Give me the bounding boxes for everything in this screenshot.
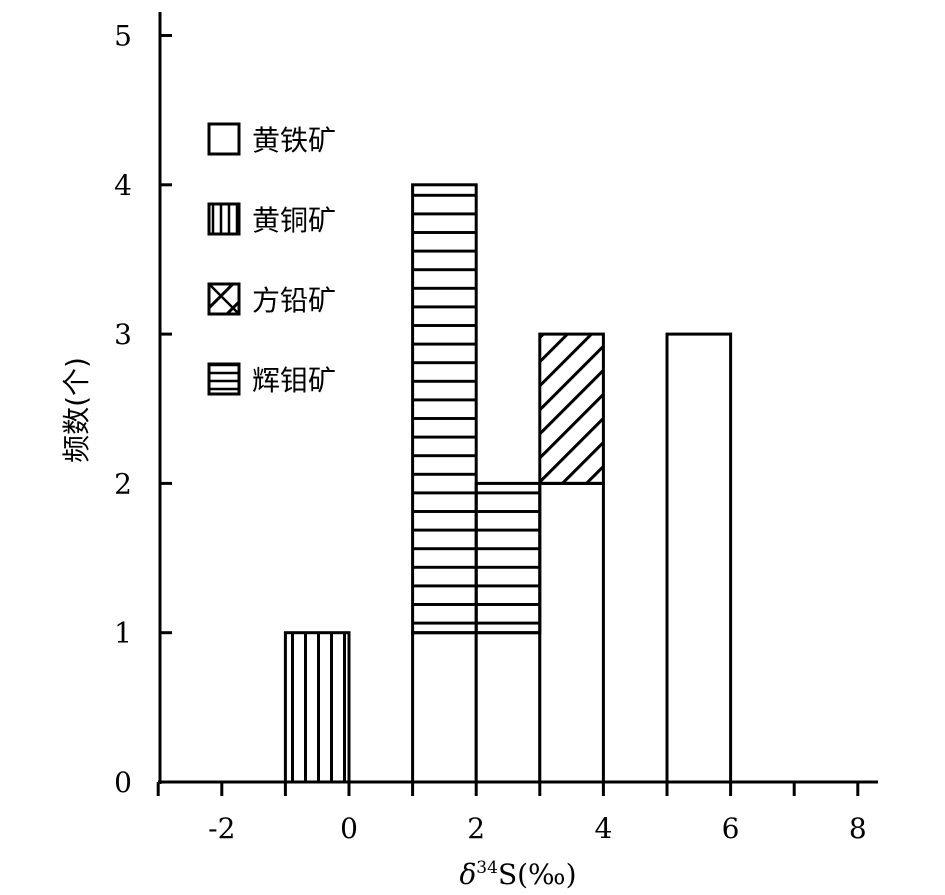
y-tick-label-5: 5 <box>114 20 132 53</box>
y-tick-label-4: 4 <box>114 169 132 202</box>
legend-label-galena: 方铅矿 <box>252 284 336 317</box>
bar-pyrite-2 <box>538 481 605 784</box>
x-axis-label-delta: δ <box>459 858 476 891</box>
bar-pyrite-3 <box>665 332 733 784</box>
x-tick-label-4: 4 <box>594 812 612 845</box>
legend-swatch-pyrite <box>207 122 241 156</box>
legend-swatch-hatch-galena <box>208 283 240 315</box>
legend-label-chalcopyrite: 黄铜矿 <box>252 204 336 237</box>
bars <box>283 183 733 784</box>
y-tick-label-1: 1 <box>114 617 132 650</box>
y-tick-label-2: 2 <box>114 467 132 500</box>
y-ticks: 0 1 2 3 4 5 <box>114 20 172 799</box>
legend-swatch-molybdenite <box>207 362 241 396</box>
bar-pyrite-0 <box>411 631 478 784</box>
x-axis-label: δ34S(‰) <box>459 858 576 891</box>
bar-molybdenite-1 <box>474 481 542 635</box>
x-axis: -2 0 2 4 6 8 <box>156 780 878 845</box>
bar-chalcopyrite-0 <box>283 631 351 784</box>
y-axis-label: 频数(个) <box>60 357 93 463</box>
bar-molybdenite-0 <box>411 183 478 635</box>
x-tick-label-0: 0 <box>340 812 358 845</box>
bar-galena-0 <box>538 332 605 485</box>
y-axis: 0 1 2 3 4 5 <box>114 12 172 799</box>
y-tick-label-0: 0 <box>114 766 132 799</box>
x-axis-label-sup: 34 <box>476 858 498 878</box>
y-tick-label-3: 3 <box>114 318 132 351</box>
x-axis-label-rest: S(‰) <box>498 858 577 891</box>
x-tick-label--2: -2 <box>208 812 235 845</box>
legend-label-pyrite: 黄铁矿 <box>252 124 336 157</box>
legend-label-molybdenite: 辉钼矿 <box>252 364 336 397</box>
x-tick-label-6: 6 <box>722 812 740 845</box>
bar-pyrite-1 <box>474 631 542 784</box>
x-tick-label-2: 2 <box>467 812 485 845</box>
x-ticks: -2 0 2 4 6 8 <box>156 782 867 845</box>
x-tick-label-8: 8 <box>849 812 867 845</box>
legend-swatch-chalcopyrite <box>207 202 241 236</box>
